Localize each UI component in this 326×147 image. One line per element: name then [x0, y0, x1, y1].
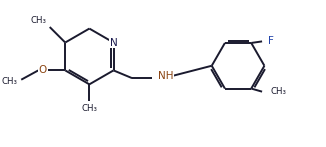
Text: NH: NH: [157, 71, 173, 81]
Text: N: N: [110, 37, 117, 47]
Text: CH₃: CH₃: [2, 77, 18, 86]
Text: CH₃: CH₃: [271, 87, 287, 96]
Text: CH₃: CH₃: [30, 16, 46, 25]
Text: F: F: [268, 36, 274, 46]
Text: O: O: [39, 65, 47, 75]
Text: CH₃: CH₃: [82, 105, 97, 113]
